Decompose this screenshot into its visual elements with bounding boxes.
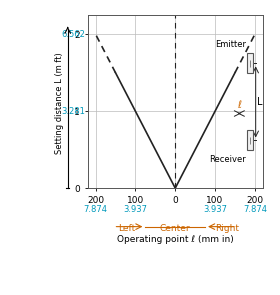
- Text: ℓ: ℓ: [237, 100, 241, 110]
- Text: 3.281: 3.281: [61, 107, 85, 116]
- Text: 3.937: 3.937: [203, 205, 227, 214]
- Text: 3.937: 3.937: [123, 205, 147, 214]
- Text: 7.874: 7.874: [243, 205, 267, 214]
- Text: Left: Left: [118, 224, 136, 233]
- Bar: [247, 130, 253, 150]
- Text: Receiver: Receiver: [209, 155, 246, 164]
- Text: Center: Center: [160, 224, 191, 233]
- Text: L: L: [257, 97, 262, 107]
- X-axis label: Operating point ℓ (mm in): Operating point ℓ (mm in): [117, 235, 234, 244]
- Text: Setting distance L (m ft): Setting distance L (m ft): [55, 53, 64, 154]
- Text: Emitter: Emitter: [215, 40, 246, 49]
- Text: 7.874: 7.874: [84, 205, 108, 214]
- Text: Right: Right: [215, 224, 239, 233]
- Text: 6.562: 6.562: [61, 30, 85, 39]
- Bar: [247, 53, 253, 73]
